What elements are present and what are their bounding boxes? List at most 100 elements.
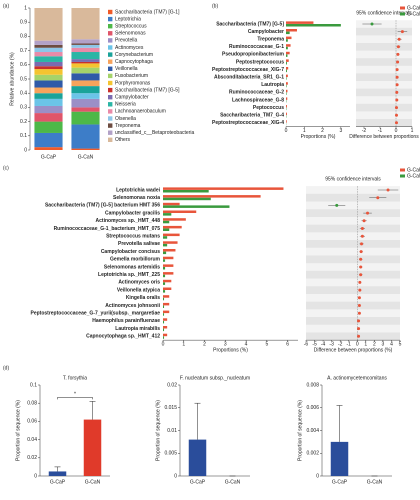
bar bbox=[286, 59, 289, 62]
category-label: Lautropia bbox=[261, 82, 284, 88]
legend-swatch bbox=[400, 12, 405, 16]
diff-tick-label: -6 bbox=[304, 341, 309, 347]
legend-label: Fusobacterium bbox=[115, 73, 148, 79]
category-label: Peptostreptococcaceae_XIG-7 bbox=[212, 67, 284, 73]
x-tick-label: 4 bbox=[245, 341, 248, 347]
bar-segment bbox=[34, 132, 63, 148]
diff-point bbox=[397, 37, 401, 41]
y-tick-label: 0.004 bbox=[306, 428, 319, 434]
bar-segment bbox=[34, 98, 63, 106]
category-label: Veillonella atypica bbox=[117, 287, 160, 293]
diff-tick-label: 3 bbox=[382, 341, 385, 347]
bar-segment bbox=[34, 93, 63, 99]
diff-point bbox=[400, 30, 404, 34]
bar bbox=[286, 112, 287, 116]
diff-point bbox=[357, 296, 361, 300]
bar bbox=[163, 218, 186, 221]
legend-swatch bbox=[108, 59, 113, 64]
bar bbox=[163, 243, 168, 247]
x-tick-label: G-CaN bbox=[85, 479, 101, 485]
category-label: Ruminococcaceae_G-2 bbox=[229, 90, 284, 96]
panel-label: (b) bbox=[212, 3, 218, 9]
legend-swatch bbox=[108, 73, 113, 79]
diff-tick-label: -1 bbox=[378, 128, 383, 134]
diff-tick-label: 0 bbox=[356, 341, 359, 347]
diff-point bbox=[357, 311, 361, 315]
y-tick-label: 0.6 bbox=[20, 62, 27, 68]
row-stripe bbox=[356, 103, 412, 112]
y-axis-label: Proportion of sequence (%) bbox=[297, 400, 303, 461]
bar bbox=[286, 46, 288, 50]
bar bbox=[163, 287, 172, 290]
category-label: Saccharibacteria (TM7) [G-5] bacterium H… bbox=[45, 203, 160, 209]
legend-label: Lachnoanaerobaculum bbox=[115, 109, 166, 115]
bar bbox=[163, 297, 165, 301]
bar-segment bbox=[34, 74, 63, 81]
bar bbox=[163, 313, 165, 316]
x-tick-label: 0 bbox=[162, 341, 165, 347]
legend-label: unclassified_c__Betaproteobacteria bbox=[115, 130, 194, 136]
y-axis-label: Relative abundance (%) bbox=[9, 52, 15, 106]
row-stripe bbox=[306, 317, 400, 325]
x-tick-label: 1 bbox=[182, 341, 185, 347]
y-tick-label: 0.04 bbox=[27, 437, 37, 443]
bar bbox=[83, 419, 102, 476]
diff-point bbox=[360, 242, 364, 246]
diff-point bbox=[359, 257, 363, 261]
y-tick-label: 0.02 bbox=[27, 455, 37, 461]
bar bbox=[286, 36, 292, 40]
diff-axis-label: Difference between proportions (%) bbox=[314, 347, 393, 353]
y-tick-label: 0.02 bbox=[167, 382, 177, 388]
bar bbox=[286, 51, 290, 55]
bar-segment bbox=[71, 73, 100, 81]
chart-title: F. nucleatum subsp._nucleatum bbox=[180, 375, 250, 381]
diff-point bbox=[396, 60, 400, 64]
category-label: Ruminococcaceae_G-1 bbox=[229, 44, 284, 50]
bar bbox=[286, 44, 291, 47]
bar-segment bbox=[34, 52, 63, 57]
row-stripe bbox=[306, 240, 400, 248]
legend-label: G-CaN bbox=[407, 11, 420, 17]
legend-swatch bbox=[108, 95, 113, 100]
x-tick-label: G-CaP bbox=[190, 479, 206, 485]
category-label: Capnocytophaga sp._HMT_412 bbox=[86, 334, 160, 340]
bar bbox=[163, 195, 261, 198]
row-stripe bbox=[356, 88, 412, 97]
bar bbox=[286, 120, 287, 123]
bar bbox=[286, 29, 297, 32]
category-label: Campylobacter bbox=[248, 29, 284, 35]
bar bbox=[163, 336, 165, 339]
y-tick-label: 0.06 bbox=[27, 419, 37, 425]
bar-segment bbox=[34, 8, 63, 41]
x-tick-label: 2 bbox=[203, 341, 206, 347]
legend-swatch bbox=[108, 130, 113, 135]
legend-label: G-CaP bbox=[407, 5, 420, 11]
y-tick-label: 0.008 bbox=[306, 382, 319, 388]
category-label: Ruminococcaceae_G-1_bacterium_HMT_075 bbox=[54, 226, 161, 232]
legend-label: Olsenella bbox=[115, 116, 136, 122]
bar bbox=[163, 241, 178, 244]
diff-tick-label: 1 bbox=[411, 128, 414, 134]
bar-segment bbox=[71, 67, 100, 74]
bar bbox=[163, 305, 165, 308]
bar bbox=[163, 256, 174, 260]
x-tick-label: 0 bbox=[285, 128, 288, 134]
diff-point bbox=[395, 98, 399, 102]
legend-swatch bbox=[108, 31, 113, 36]
diff-point bbox=[359, 273, 363, 277]
x-tick-label: G-CaP bbox=[50, 479, 66, 485]
diff-point bbox=[394, 121, 398, 125]
bar-segment bbox=[71, 148, 100, 150]
category-label: Peptococcus bbox=[253, 105, 284, 111]
y-axis-label: Proportion of sequence (%) bbox=[155, 400, 161, 461]
bar bbox=[286, 67, 289, 70]
legend-label: Porphyromonas bbox=[115, 80, 151, 86]
bar bbox=[163, 197, 211, 201]
x-tick-label: G-CaN bbox=[78, 154, 94, 160]
bar-segment bbox=[71, 86, 100, 94]
bar bbox=[163, 318, 168, 321]
y-tick-label: 0 bbox=[34, 473, 37, 479]
diff-point bbox=[359, 250, 363, 254]
legend-label: G-CaP bbox=[407, 167, 420, 173]
y-tick-label: 1 bbox=[24, 5, 27, 11]
